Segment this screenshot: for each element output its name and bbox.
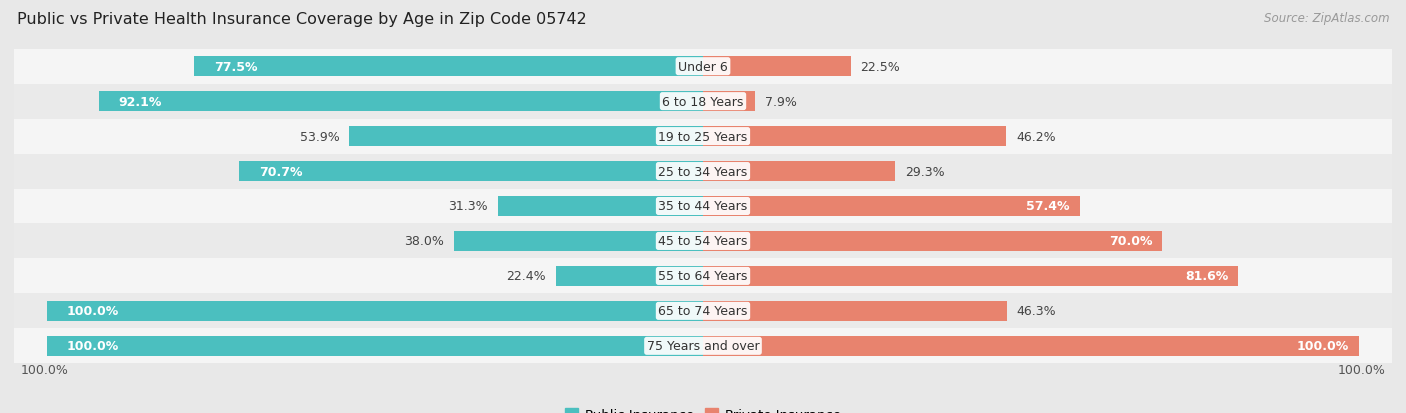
Bar <box>14 50 1392 84</box>
Text: 22.5%: 22.5% <box>860 61 900 74</box>
Bar <box>703 266 1239 286</box>
Bar <box>239 161 703 182</box>
Bar <box>14 84 1392 119</box>
Bar <box>14 154 1392 189</box>
Text: 22.4%: 22.4% <box>506 270 546 283</box>
Text: 53.9%: 53.9% <box>299 130 339 143</box>
Text: 25 to 34 Years: 25 to 34 Years <box>658 165 748 178</box>
Bar <box>14 259 1392 294</box>
Bar <box>14 119 1392 154</box>
Text: 35 to 44 Years: 35 to 44 Years <box>658 200 748 213</box>
Text: Source: ZipAtlas.com: Source: ZipAtlas.com <box>1264 12 1389 25</box>
Text: 6 to 18 Years: 6 to 18 Years <box>662 95 744 108</box>
Text: 29.3%: 29.3% <box>905 165 945 178</box>
Bar <box>703 197 1080 216</box>
Text: 46.2%: 46.2% <box>1017 130 1056 143</box>
Text: 19 to 25 Years: 19 to 25 Years <box>658 130 748 143</box>
Text: 46.3%: 46.3% <box>1017 305 1056 318</box>
Text: 81.6%: 81.6% <box>1185 270 1229 283</box>
Text: 100.0%: 100.0% <box>66 339 118 352</box>
Text: 77.5%: 77.5% <box>214 61 257 74</box>
Text: 70.0%: 70.0% <box>1109 235 1153 248</box>
Legend: Public Insurance, Private Insurance: Public Insurance, Private Insurance <box>560 402 846 413</box>
Text: 100.0%: 100.0% <box>66 305 118 318</box>
Bar <box>703 336 1360 356</box>
Bar <box>14 224 1392 259</box>
Text: 92.1%: 92.1% <box>118 95 162 108</box>
Text: 65 to 74 Years: 65 to 74 Years <box>658 305 748 318</box>
Text: 57.4%: 57.4% <box>1026 200 1070 213</box>
Bar <box>703 127 1007 147</box>
Text: Under 6: Under 6 <box>678 61 728 74</box>
Bar <box>194 57 703 77</box>
Text: 100.0%: 100.0% <box>21 363 69 376</box>
Bar <box>703 92 755 112</box>
Text: 75 Years and over: 75 Years and over <box>647 339 759 352</box>
Bar <box>349 127 703 147</box>
Bar <box>98 92 703 112</box>
Bar <box>14 294 1392 329</box>
Bar <box>555 266 703 286</box>
Bar <box>454 231 703 252</box>
Bar <box>498 197 703 216</box>
Bar <box>14 329 1392 363</box>
Bar <box>46 336 703 356</box>
Text: 70.7%: 70.7% <box>259 165 302 178</box>
Text: 100.0%: 100.0% <box>1298 339 1350 352</box>
Bar <box>703 57 851 77</box>
Bar <box>14 189 1392 224</box>
Text: Public vs Private Health Insurance Coverage by Age in Zip Code 05742: Public vs Private Health Insurance Cover… <box>17 12 586 27</box>
Text: 7.9%: 7.9% <box>765 95 797 108</box>
Text: 45 to 54 Years: 45 to 54 Years <box>658 235 748 248</box>
Text: 38.0%: 38.0% <box>404 235 444 248</box>
Text: 55 to 64 Years: 55 to 64 Years <box>658 270 748 283</box>
Bar <box>703 161 896 182</box>
Bar <box>46 301 703 321</box>
Bar <box>703 231 1163 252</box>
Bar <box>703 301 1007 321</box>
Text: 31.3%: 31.3% <box>449 200 488 213</box>
Text: 100.0%: 100.0% <box>1337 363 1385 376</box>
